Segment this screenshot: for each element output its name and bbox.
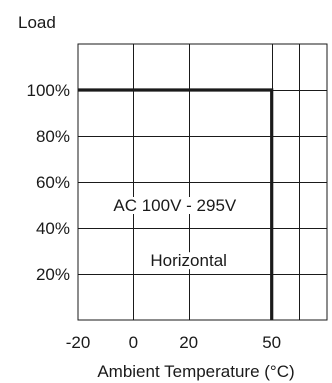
x-tick-label: 50 xyxy=(262,333,281,352)
annotation-label: Horizontal xyxy=(150,251,227,270)
annotation-background xyxy=(111,197,239,214)
annotation-background xyxy=(148,252,229,270)
y-axis-title: Load xyxy=(18,13,56,32)
y-tick-label: 20% xyxy=(36,265,70,284)
plot-frame xyxy=(77,43,328,321)
annotation: Horizontal xyxy=(148,251,229,270)
annotation-label: AC 100V - 295V xyxy=(113,196,237,215)
x-tick-label: 20 xyxy=(179,333,198,352)
grid xyxy=(78,44,327,320)
y-tick-label: 60% xyxy=(36,173,70,192)
x-tick-labels: -20 0 20 50 xyxy=(66,333,281,352)
y-tick-label: 80% xyxy=(36,127,70,146)
y-tick-label: 40% xyxy=(36,219,70,238)
x-tick-label: 0 xyxy=(129,333,138,352)
derating-curve xyxy=(78,88,274,320)
series xyxy=(78,88,274,320)
annotations: AC 100V - 295V Horizontal xyxy=(111,196,239,270)
x-tick-label: -20 xyxy=(66,333,91,352)
y-tick-label: 100% xyxy=(27,81,70,100)
x-axis-title: Ambient Temperature (°C) xyxy=(97,362,294,381)
annotation: AC 100V - 295V xyxy=(111,196,239,215)
y-tick-labels: 20% 40% 60% 80% 100% xyxy=(27,81,70,284)
